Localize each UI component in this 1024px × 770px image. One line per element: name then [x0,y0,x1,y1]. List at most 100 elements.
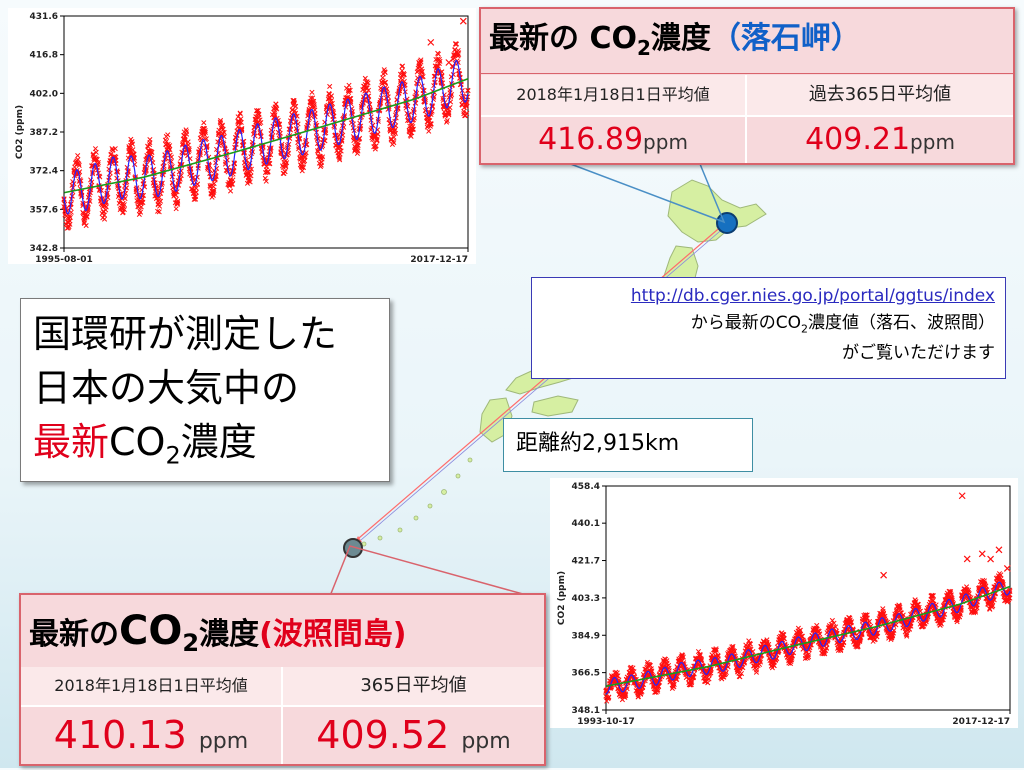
data-point-mark [957,611,963,617]
data-point-mark [355,148,361,154]
data-source-link[interactable]: http://db.cger.nies.go.jp/portal/ggtus/i… [630,286,995,306]
data-point-mark [220,140,226,146]
data-point-mark [715,652,721,658]
value-unit: ppm [198,729,249,754]
data-point-mark [328,98,335,104]
data-point-mark [427,118,433,124]
data-point-mark [156,209,162,215]
data-point-mark [103,204,109,210]
data-point-mark [753,667,759,673]
data-point-mark [337,157,343,163]
data-point-mark [428,121,434,127]
data-source-line3: がご覧いただけます [842,343,995,363]
data-point-mark [990,603,996,609]
data-point-mark [400,63,406,69]
data-point-mark [715,653,721,659]
value-number: 410.13 [53,713,187,757]
data-point-mark [291,100,298,106]
data-point-mark [649,668,655,674]
data-point-mark [149,149,155,155]
outlier-point [987,555,995,563]
line2-subscript: 2 [801,322,808,336]
data-point-mark [217,119,223,125]
data-point-mark [435,63,441,69]
data-point-mark [336,155,342,161]
data-point-mark [671,681,677,688]
data-point-mark [697,651,703,658]
y-tick-label: 458.4 [572,482,600,492]
outlier-points [427,17,467,66]
outlier-point [958,492,966,500]
y-tick-label: 431.6 [30,12,58,22]
data-point-mark [239,128,245,134]
data-point-mark [220,126,226,132]
data-point-mark [604,698,610,704]
data-point-mark [238,116,244,122]
y-tick-label: 403.3 [572,594,600,604]
data-point-mark [730,643,736,650]
data-point-mark [817,631,823,637]
hateruma-chart-svg: 348.1 366.5 384.9 403.3 421.7 440.1 458.4 1993-… [557,482,1013,727]
data-point-mark [229,181,235,187]
line2-suffix: 濃度値（落石、波照間） [808,313,995,333]
data-point-mark [355,140,361,146]
headline-end: 濃度 [180,420,257,464]
data-point-mark [904,633,910,639]
data-point-mark [120,209,126,215]
data-point-mark [337,141,343,148]
data-point-mark [299,168,305,174]
data-point-mark [75,157,81,163]
data-point-mark [706,676,712,682]
hateruma-card-title: 最新のCO2濃度(波照間島) [29,609,406,665]
ochiishi-col1-value: 416.89ppm [481,117,745,163]
data-point-mark [606,694,612,700]
data-point-mark [464,110,470,116]
headline-box: 国環研が測定した 日本の大気中の 最新CO2濃度 [20,298,390,482]
y-tick-label: 440.1 [572,519,600,529]
data-point-mark [228,181,234,187]
data-point-mark [217,117,224,123]
data-point-mark [972,607,979,613]
data-point-mark [916,604,922,611]
data-point-mark [221,129,227,135]
data-point-mark [630,665,636,671]
data-point-mark [713,647,719,653]
data-point-mark [382,79,389,85]
data-point-mark [318,162,324,168]
data-point-mark [237,110,243,116]
data-point-mark [695,648,702,655]
data-point-mark [426,128,432,134]
data-point-mark [95,159,101,166]
data-point-mark [85,207,91,213]
title-site: （落石岬） [710,21,861,56]
y-tick-label: 342.8 [30,244,58,254]
data-point-mark [121,202,127,208]
data-point-mark [831,620,837,626]
data-point-mark [738,670,745,677]
distance-box: 距離約2,915km [503,418,753,472]
value-unit: ppm [461,729,511,754]
trend-line [605,585,1011,687]
y-tick-label: 372.4 [30,167,58,177]
data-point-mark [437,58,443,64]
hateruma-latest-card: 最新のCO2濃度(波照間島) 2018年1月18日1日平均値 365日平均値 4… [19,593,546,766]
y-tick-label: 384.9 [572,631,600,641]
data-point-mark [929,593,935,599]
data-point-mark [274,106,280,112]
headline-co: CO [109,420,166,464]
data-point-mark [998,572,1004,578]
data-point-mark [954,619,960,625]
outlier-point [427,38,435,46]
data-point-mark [874,634,880,640]
data-point-mark [309,89,315,95]
data-point-mark [419,68,425,74]
headline-line3: 最新CO2濃度 [33,417,257,481]
data-point-mark [131,151,137,157]
data-point-mark [708,670,714,676]
data-point-mark [399,68,405,74]
ochiishi-chart-svg: 342.8 357.6 372.4 387.2 402.0 416.8 431.6 1995-… [15,12,471,265]
hateruma-col2-value: 409.52 ppm [283,707,544,763]
data-point-mark [613,669,619,675]
y-tick-label: 387.2 [30,128,58,138]
data-point-mark [939,617,945,623]
